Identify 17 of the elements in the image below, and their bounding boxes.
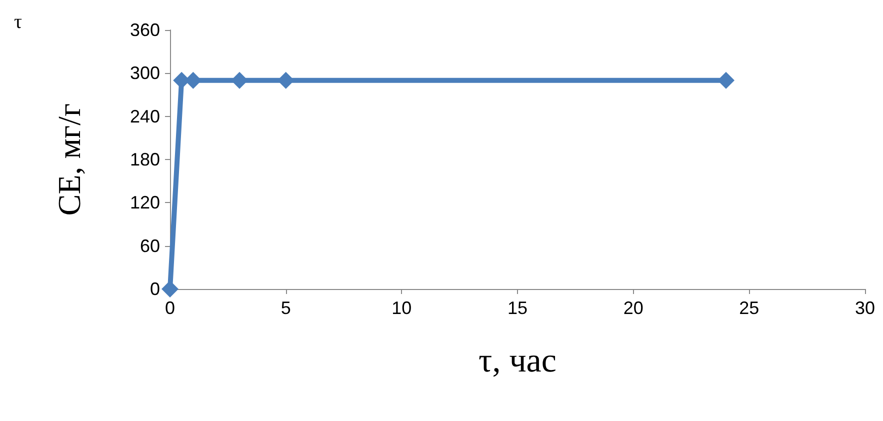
y-tick-label: 180 (130, 150, 160, 170)
y-tick-label: 0 (150, 279, 160, 299)
x-axis-title: τ, час (478, 342, 556, 380)
x-tick-label: 20 (623, 298, 644, 318)
y-tick-label: 240 (130, 106, 160, 126)
x-tick-label: 25 (739, 298, 760, 318)
y-tick-label: 120 (130, 192, 160, 213)
y-tick-label: 300 (130, 63, 160, 84)
text: τ (14, 11, 22, 33)
x-tick-label: 10 (392, 298, 412, 318)
x-tick-label: 5 (280, 298, 291, 318)
x-tick-label: 15 (507, 298, 528, 318)
y-tick-label: 60 (140, 236, 160, 256)
y-tick-label: 360 (130, 20, 160, 40)
x-tick-label: 30 (854, 298, 876, 318)
y-axis-title: CE, мг/г (51, 103, 87, 216)
x-tick-label: 0 (164, 298, 176, 318)
